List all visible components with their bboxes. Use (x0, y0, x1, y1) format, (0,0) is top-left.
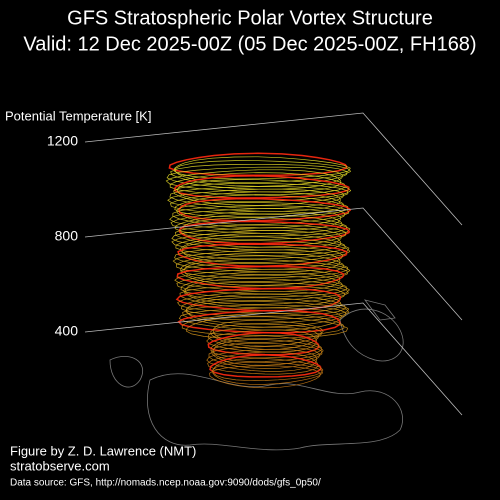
vortex-contour (176, 252, 345, 275)
vortex-contour (178, 220, 351, 245)
vortex-contour (174, 160, 351, 184)
vortex-contour (173, 175, 350, 199)
vortex-contour (169, 172, 346, 195)
vortex-contour (167, 188, 341, 212)
vortex-contour (212, 361, 324, 385)
vortex-contour (182, 304, 346, 328)
vortex-contour (170, 191, 345, 215)
vortex-contour (210, 323, 322, 347)
vortex-contour (177, 243, 348, 267)
credit: Figure by Z. D. Lawrence (NMT) (10, 443, 196, 458)
vortex-contour (177, 309, 341, 334)
z-tick-label: 800 (55, 228, 79, 244)
vortex-contour (173, 183, 349, 206)
vortex-contour (171, 227, 342, 251)
vortex-contour (175, 287, 341, 312)
vortex-contour (211, 342, 323, 366)
vortex-contour (185, 316, 349, 340)
vortex-contour (176, 271, 343, 295)
chart-subtitle: Valid: 12 Dec 2025-00Z (05 Dec 2025-00Z,… (23, 33, 476, 55)
grid-line (84, 207, 463, 321)
vortex-contour (186, 301, 350, 324)
vortex-contour (212, 339, 324, 362)
vortex-contour (174, 194, 349, 218)
vortex-contour (212, 320, 324, 343)
vortex-contour (185, 297, 350, 321)
vortex-contour (173, 156, 351, 180)
vortex-contour (170, 163, 348, 187)
website: stratobserve.com (10, 458, 110, 473)
vortex-contour (170, 210, 343, 234)
chart-title: GFS Stratospheric Polar Vortex Structure (67, 7, 433, 29)
vortex-contour (183, 281, 349, 305)
vortex-contour (207, 331, 320, 356)
vortex-contour (184, 278, 350, 302)
coastlines (109, 299, 404, 451)
vortex-contour (176, 179, 352, 203)
vortex-contour (166, 166, 343, 190)
z-axis-label: Potential Temperature [K] (5, 108, 151, 123)
vortex-contour (176, 202, 350, 225)
vortex-contour (178, 197, 352, 222)
vortex-contour (206, 348, 318, 372)
z-tick-label: 1200 (47, 133, 78, 149)
vortex-contour (181, 240, 351, 263)
vortex-contour (179, 236, 350, 260)
vortex-contour (180, 255, 349, 279)
vortex-contour (165, 169, 342, 193)
grid-line (84, 112, 463, 226)
vortex-contour (183, 259, 351, 283)
grid-line (84, 302, 463, 416)
data-source: Data source: GFS, http://nomads.ncep.noa… (10, 478, 321, 489)
vortex-contour (177, 290, 342, 314)
vortex-contour (181, 313, 345, 336)
vortex-contour (206, 329, 318, 353)
z-tick-label: 400 (55, 323, 79, 339)
vortex-contour (209, 354, 322, 378)
vortex-contour (174, 268, 341, 292)
vortex-contour (180, 262, 348, 286)
vortex-contour (172, 249, 341, 273)
vortex-contour (209, 365, 321, 389)
vortex-contour (207, 351, 319, 375)
vortex (165, 152, 352, 389)
vortex-contour (171, 230, 342, 253)
vortex-contour (169, 208, 341, 231)
